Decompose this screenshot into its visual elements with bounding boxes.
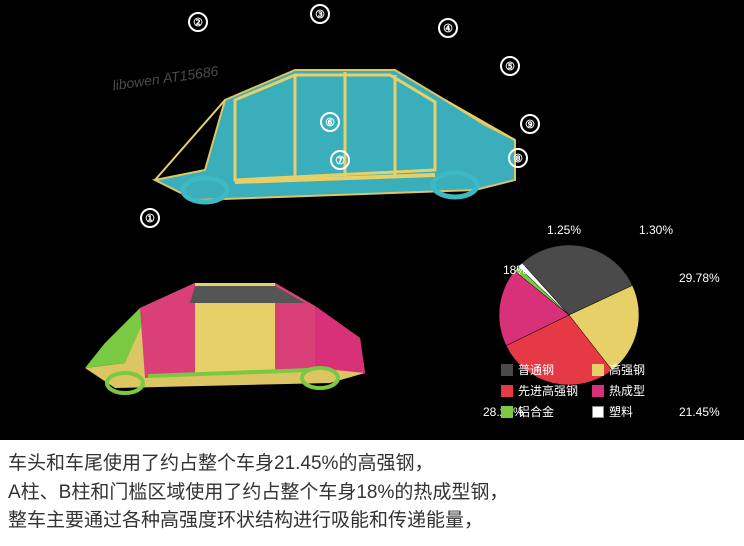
legend-item: 铝合金: [501, 403, 578, 420]
callout-③: ③: [310, 4, 330, 24]
legend-label: 塑料: [609, 403, 633, 420]
pie-label: 1.30%: [639, 223, 673, 237]
bottom-car-frame-diagram: [70, 248, 380, 418]
pie-legend: 普通钢 高强钢先进高强钢 热成型铝合金 塑料: [501, 361, 669, 420]
legend-label: 普通钢: [518, 361, 554, 378]
legend-item: 先进高强钢: [501, 382, 578, 399]
legend-swatch: [592, 364, 604, 376]
legend-item: 高强钢: [592, 361, 669, 378]
callout-⑥: ⑥: [320, 112, 340, 132]
callout-⑤: ⑤: [500, 56, 520, 76]
callout-①: ①: [140, 208, 160, 228]
legend-swatch: [501, 385, 513, 397]
callout-⑨: ⑨: [520, 114, 540, 134]
pie-label: 18%: [503, 263, 527, 277]
legend-label: 热成型: [609, 382, 645, 399]
legend-swatch: [501, 406, 513, 418]
legend-label: 先进高强钢: [518, 382, 578, 399]
callout-⑦: ⑦: [330, 150, 350, 170]
caption-line-2: A柱、B柱和门槛区域使用了约占整个车身18%的热成型钢，: [8, 479, 736, 508]
diagram-image-area: libowen AT15686 ①②③④⑤⑥⑦⑧⑨ 1.25%1.30%29.7…: [0, 0, 744, 440]
caption-line-3: 整车主要通过各种高强度环状结构进行吸能和传递能量，: [8, 507, 736, 536]
legend-label: 高强钢: [609, 361, 645, 378]
legend-item: 热成型: [592, 382, 669, 399]
callout-②: ②: [188, 12, 208, 32]
legend-swatch: [592, 406, 604, 418]
pie-label: 29.78%: [679, 271, 720, 285]
legend-swatch: [592, 385, 604, 397]
legend-label: 铝合金: [518, 403, 554, 420]
callout-⑧: ⑧: [508, 148, 528, 168]
pie-label: 21.45%: [679, 405, 720, 419]
legend-swatch: [501, 364, 513, 376]
legend-item: 塑料: [592, 403, 669, 420]
caption-area: 车头和车尾使用了约占整个车身21.45%的高强钢， A柱、B柱和门槛区域使用了约…: [0, 440, 744, 546]
caption-line-1: 车头和车尾使用了约占整个车身21.45%的高强钢，: [8, 450, 736, 479]
legend-item: 普通钢: [501, 361, 578, 378]
callout-④: ④: [438, 18, 458, 38]
pie-label: 1.25%: [547, 223, 581, 237]
